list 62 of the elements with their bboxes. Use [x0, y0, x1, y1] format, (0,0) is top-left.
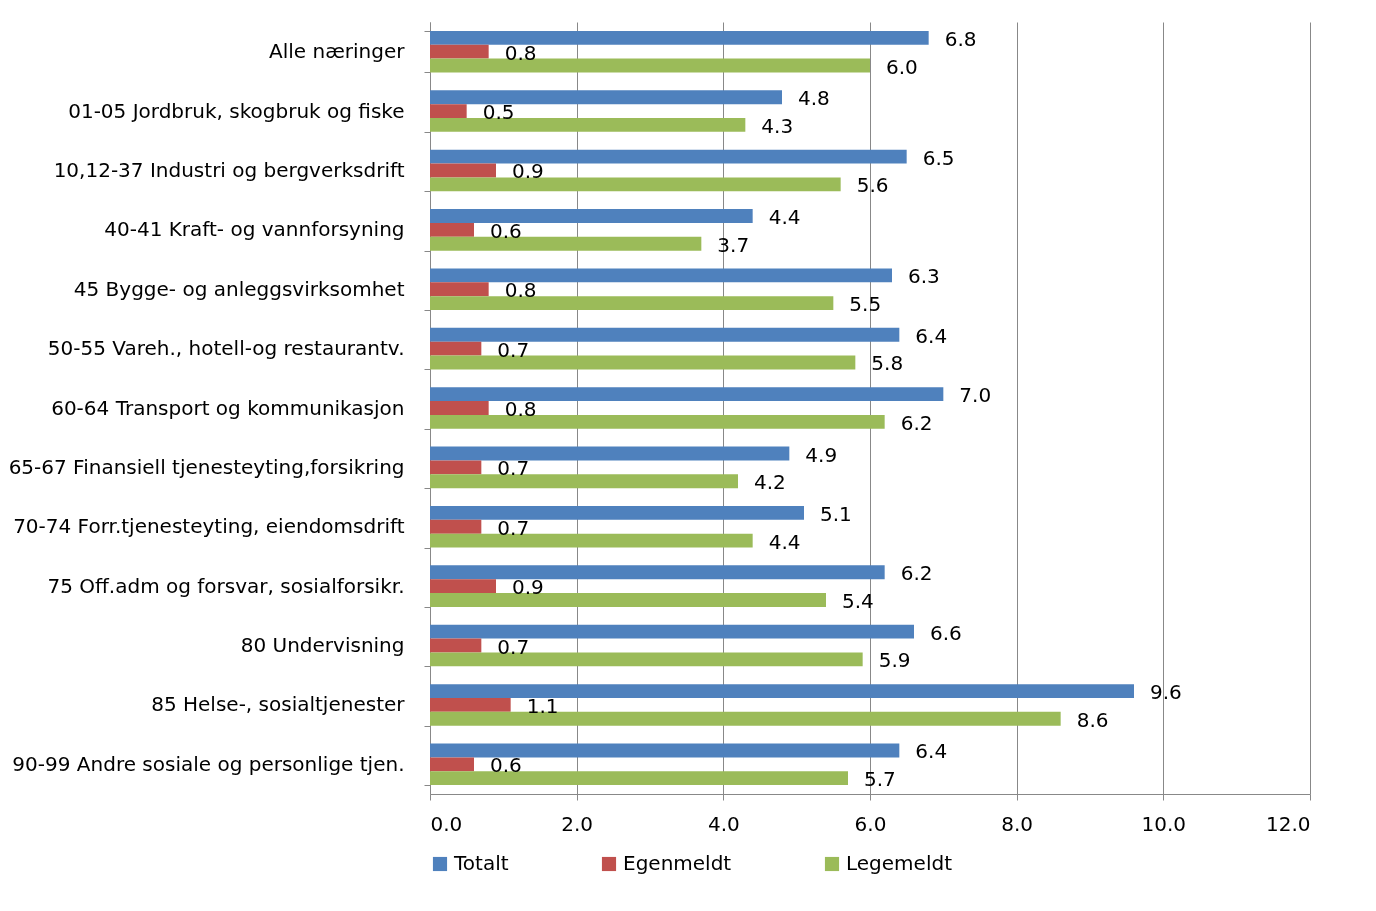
x-tick-label: 10.0 [1141, 811, 1187, 836]
data-label: 5.7 [864, 767, 896, 792]
data-label: 6.8 [944, 26, 977, 51]
y-tick-label: 65-67 Finansiell tjenesteyting,forsikring [8, 454, 405, 479]
data-label: 0.8 [504, 40, 537, 65]
data-label: 0.9 [512, 159, 544, 184]
data-label: 5.6 [856, 173, 889, 198]
data-label: 3.7 [717, 232, 750, 257]
y-tick-label: 45 Bygge- og anleggsvirksomhet [73, 276, 405, 301]
y-tick-label: 50-55 Vareh., hotell-og restaurantv. [47, 336, 405, 361]
data-label: 4.4 [768, 529, 801, 554]
data-label: 6.3 [908, 264, 940, 289]
y-tick-label: 70-74 Forr.tjenesteyting, eiendomsdrift [13, 514, 405, 539]
data-label: 0.6 [490, 218, 522, 243]
data-label: 4.2 [754, 470, 786, 495]
data-label: 6.4 [915, 739, 948, 764]
y-tick-label: 60-64 Transport og kommunikasjon [51, 395, 405, 420]
data-label: 6.2 [900, 410, 933, 435]
y-tick-label: Alle næringer [269, 39, 406, 64]
x-tick-label: 0.0 [430, 811, 463, 836]
data-label: 6.5 [922, 145, 955, 170]
data-label: 5.8 [871, 351, 904, 376]
x-tick-label: 6.0 [854, 811, 887, 836]
data-label: 0.7 [497, 456, 530, 481]
data-label: 5.4 [842, 589, 874, 614]
data-label: 6.2 [900, 561, 933, 586]
data-label: 5.1 [820, 501, 852, 526]
legend-label: Legemeldt [846, 851, 953, 875]
data-label: 6.4 [915, 323, 948, 348]
y-tick-label: 85 Helse-, sosialtjenester [151, 692, 406, 717]
data-label: 6.0 [886, 54, 918, 79]
data-label: 0.6 [490, 753, 522, 778]
y-tick-label: 75 Off.adm og forsvar, sosialforsikr. [47, 573, 405, 598]
data-label: 4.9 [805, 442, 838, 467]
legend-label: Egenmeldt [623, 851, 732, 875]
data-label: 6.6 [930, 620, 962, 645]
y-tick-label: 01-05 Jordbruk, skogbruk og fiske [68, 98, 405, 123]
x-tick-label: 2.0 [561, 811, 594, 836]
data-label: 5.9 [878, 648, 911, 673]
x-tick-label: 4.0 [707, 811, 740, 836]
data-label: 4.4 [768, 204, 801, 229]
legend-label: Totalt [453, 851, 509, 875]
y-tick-label: 10,12-37 Industri og bergverksdrift [53, 157, 405, 182]
data-label: 0.8 [504, 278, 537, 303]
data-label: 0.7 [497, 515, 530, 540]
data-label: 0.7 [497, 337, 530, 362]
data-label: 1.1 [526, 693, 559, 718]
data-label: 4.8 [798, 86, 830, 111]
data-label: 5.5 [849, 292, 882, 317]
data-label: 0.9 [512, 575, 544, 600]
y-tick-label: 80 Undervisning [240, 633, 405, 658]
y-tick-label: 40-41 Kraft- og vannforsyning [104, 217, 405, 242]
data-label: 0.5 [482, 100, 515, 125]
x-tick-label: 12.0 [1265, 811, 1311, 836]
data-label: 4.3 [761, 113, 794, 138]
data-label: 0.8 [504, 397, 537, 421]
data-label: 8.6 [1076, 707, 1109, 732]
x-tick-label: 8.0 [1001, 811, 1034, 836]
data-label: 0.7 [497, 634, 530, 659]
data-label: 7.0 [959, 383, 992, 408]
y-tick-label: 90-99 Andre sosiale og personlige tjen. [12, 751, 405, 776]
data-label: 9.6 [1150, 680, 1182, 705]
